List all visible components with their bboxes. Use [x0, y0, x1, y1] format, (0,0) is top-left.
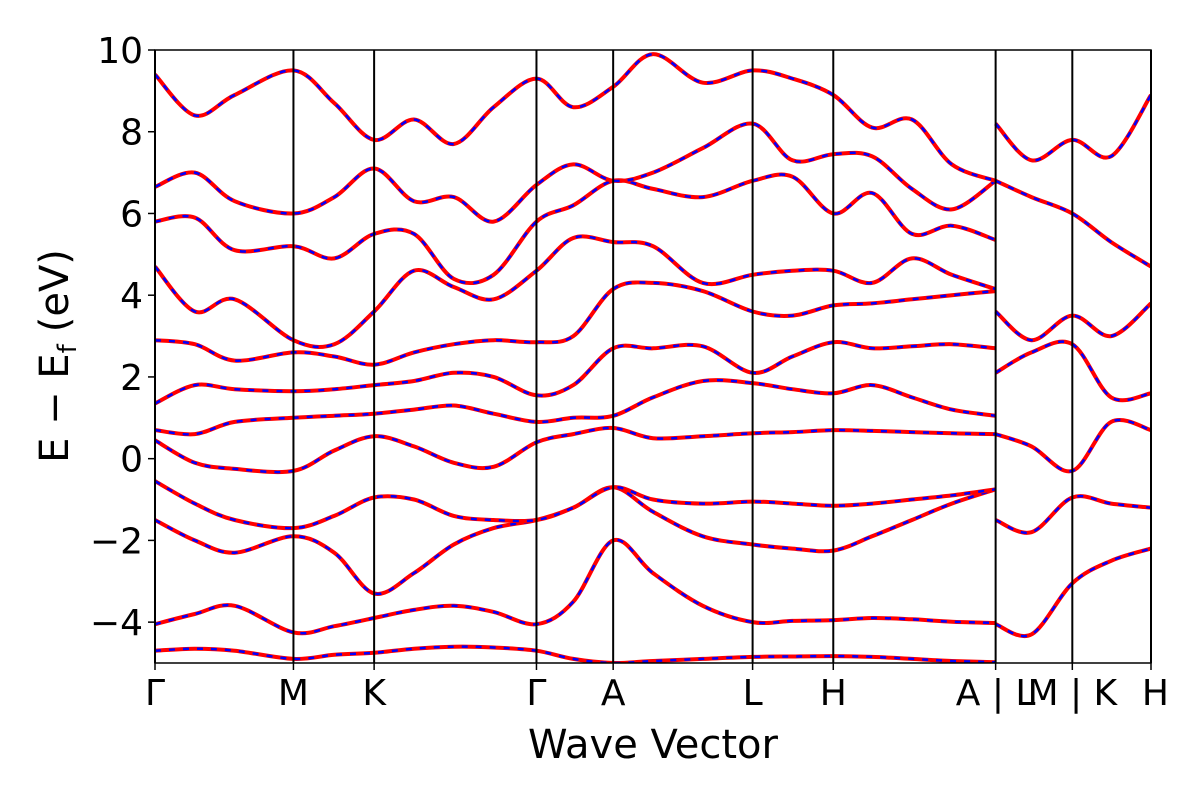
- y-tick-label-2: 0: [120, 440, 143, 481]
- band-line-0-solid: [155, 537, 996, 636]
- x-tick-label-0: Γ: [145, 673, 165, 714]
- band-lines: [155, 52, 1151, 663]
- x-tick-label-2: K: [362, 673, 387, 714]
- y-axis-label-main: E − E: [32, 353, 78, 463]
- band-line-11-dashed: [155, 52, 997, 182]
- x-tick-label-3: Γ: [526, 673, 546, 714]
- band-line-9-solid: [155, 172, 997, 286]
- y-tick-label-7: 10: [97, 31, 143, 72]
- band-line-6-solid: [155, 340, 996, 406]
- band-line-3-solid: [155, 479, 996, 531]
- x-tick-label-6: H: [820, 673, 847, 714]
- band-line-4-solid: [155, 425, 996, 475]
- band-line-6-dashed: [155, 340, 996, 405]
- x-tick-label-5: L: [743, 673, 763, 714]
- x-tick-label-7: A | L: [956, 673, 1036, 714]
- band-line-7-dashed: [155, 281, 996, 366]
- y-axis-label-unit: (eV): [32, 249, 78, 332]
- y-axis-ticks: −4 −2 0 2 4 6 8 10: [90, 31, 155, 644]
- band-line-7-solid: [155, 280, 996, 367]
- y-tick-label-1: −2: [90, 521, 143, 562]
- band-line-16-dashed: [994, 302, 1151, 342]
- y-tick-label-4: 4: [120, 276, 143, 317]
- x-tick-label-1: M: [278, 673, 309, 714]
- band-line-10-dashed: [155, 122, 997, 223]
- x-tick-label-4: A: [601, 673, 626, 714]
- x-axis-ticks: Γ M K Γ A L H A | LM | K H: [145, 663, 1169, 714]
- x-axis-label: Wave Vector: [528, 722, 779, 768]
- band-line-9-dashed: [155, 173, 997, 285]
- y-tick-label-0: −4: [90, 603, 143, 644]
- band-line-8-solid: [155, 234, 997, 349]
- y-tick-label-5: 6: [120, 194, 143, 235]
- y-axis-label: E − Ef (eV): [32, 249, 83, 463]
- band-line-1-solid: [155, 644, 996, 663]
- band-line-10-solid: [155, 121, 997, 224]
- band-line-4-dashed: [155, 426, 996, 474]
- band-line-11-solid: [155, 52, 997, 183]
- band-line-13-dashed: [995, 494, 1151, 535]
- band-line-5-dashed: [155, 378, 996, 436]
- x-tick-label-8: M | K: [1027, 673, 1118, 714]
- y-axis-label-sub: f: [53, 343, 83, 353]
- band-line-1-dashed: [155, 645, 996, 663]
- y-tick-label-6: 8: [120, 113, 143, 154]
- band-line-8-dashed: [155, 235, 996, 349]
- plot-frame: [154, 49, 1152, 664]
- y-tick-label-3: 2: [120, 358, 143, 399]
- band-line-0-dashed: [155, 538, 996, 635]
- band-line-5-solid: [155, 378, 996, 437]
- x-tick-label-9: H: [1142, 673, 1169, 714]
